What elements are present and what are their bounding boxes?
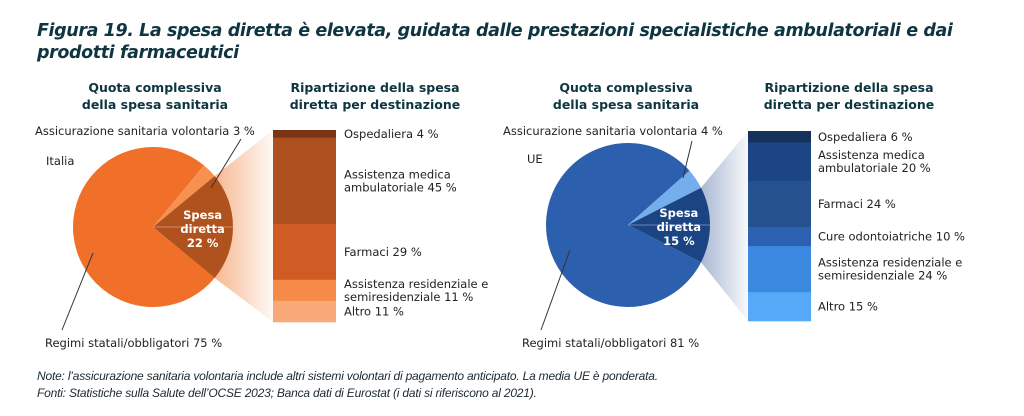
pie-slice-out-of-pocket <box>153 176 233 278</box>
bar-segment-label: Altro 15 % <box>818 300 878 314</box>
leader-line <box>210 138 242 189</box>
pie-slice-voluntary <box>628 170 702 225</box>
bar-segment-label: Farmaci 29 % <box>344 245 422 259</box>
bar-segment <box>273 137 336 225</box>
bar-segment <box>748 131 811 143</box>
pie-highlight-label: diretta <box>180 222 224 236</box>
pie-slice-out-of-pocket <box>628 187 711 263</box>
pie-label-public: Regimi statali/obbligatori 75 % <box>45 336 222 350</box>
bar-segment-label: semiresidenziale 11 % <box>344 290 473 304</box>
connector-fan <box>701 131 748 321</box>
pie-highlight-label: Spesa <box>183 208 222 222</box>
pie-highlight-label: 15 % <box>663 234 695 248</box>
panel-italia: Quota complessiva della spesa sanitaria Ri… <box>35 80 488 350</box>
panel-ue: Quota complessiva della spesa sanitaria Ri… <box>503 80 965 350</box>
bar-segment-label: Ospedaliera 6 % <box>818 130 913 144</box>
bar-segment <box>748 226 811 247</box>
bar-segment <box>748 292 811 322</box>
figure-sources: Fonti: Statistiche sulla Salute dell’OCS… <box>37 386 537 400</box>
pie-label-public: Regimi statali/obbligatori 81 % <box>522 336 699 350</box>
pie-label-voluntary: Assicurazione sanitaria volontaria 4 % <box>503 124 723 138</box>
pie-slice-public <box>73 147 215 308</box>
bar-segment-label: ambulatoriale 45 % <box>344 180 457 194</box>
bar-segment <box>273 224 336 281</box>
bar-segment-label: Ospedaliera 4 % <box>344 127 439 141</box>
pie-title-line: Quota complessiva <box>88 80 221 95</box>
pie-title-line: della spesa sanitaria <box>82 97 228 112</box>
bar-segment <box>748 180 811 228</box>
bar-segment-label: Assistenza medica <box>344 167 451 181</box>
pie-region-label: UE <box>527 152 543 166</box>
bar-title-line: Ripartizione della spesa <box>764 80 933 95</box>
pie-highlight-label: Spesa <box>659 206 698 220</box>
bar-segment-label: Altro 11 % <box>344 304 404 318</box>
pie-highlight-label: diretta <box>657 220 701 234</box>
bar-segment <box>748 246 811 293</box>
pie-title-line: Quota complessiva <box>559 80 692 95</box>
leader-line <box>682 140 693 179</box>
bar-segment <box>273 300 336 323</box>
pie-slice-voluntary <box>153 165 215 227</box>
figure-note: Note: l’assicurazione sanitaria volontar… <box>37 369 658 383</box>
leader-line <box>61 252 94 331</box>
pie-slice-public <box>546 143 702 308</box>
pie-highlight-label: 22 % <box>187 236 219 250</box>
bar-segment <box>273 130 336 138</box>
figure-title: Figura 19. La spesa diretta è elevata, g… <box>37 21 953 63</box>
bar-segment-label: semiresidenziale 24 % <box>818 269 947 283</box>
bar-title-line: Ripartizione della spesa <box>290 80 459 95</box>
leader-line <box>540 249 571 331</box>
pie-label-voluntary: Assicurazione sanitaria volontaria 3 % <box>35 124 255 138</box>
bar-segment <box>273 279 336 302</box>
connector-fan <box>214 130 273 322</box>
bar-segment-label: ambulatoriale 20 % <box>818 161 931 175</box>
pie-region-label: Italia <box>46 154 74 168</box>
bar-segment-label: Assistenza medica <box>818 148 925 162</box>
bar-segment <box>748 142 811 182</box>
bar-segment-label: Assistenza residenziale e <box>818 256 962 270</box>
bar-title-line: diretta per destinazione <box>290 97 461 112</box>
pie-title-line: della spesa sanitaria <box>553 97 699 112</box>
bar-segment-label: Farmaci 24 % <box>818 197 896 211</box>
bar-title-line: diretta per destinazione <box>764 97 935 112</box>
bar-segment-label: Cure odontoiatriche 10 % <box>818 230 965 244</box>
bar-segment-label: Assistenza residenziale e <box>344 277 488 291</box>
